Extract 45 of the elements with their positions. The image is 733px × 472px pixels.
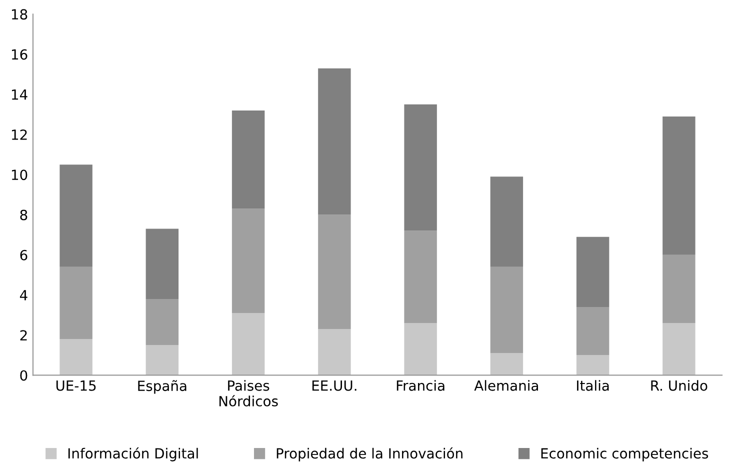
x-tick-label: EE.UU.: [312, 380, 356, 391]
bar: [662, 323, 696, 376]
bar: [60, 266, 92, 340]
bar: [662, 254, 696, 324]
bar: [232, 110, 265, 209]
x-tick-label: UE-15: [56, 380, 96, 391]
y-tick-label: 18: [12, 9, 28, 20]
bar: [232, 313, 265, 376]
y-tick-label: 0: [20, 370, 28, 381]
bar: [404, 104, 437, 231]
bar: [490, 266, 524, 354]
bar: [60, 164, 92, 267]
bar: [146, 345, 179, 376]
bar: [662, 116, 696, 255]
bar: [576, 236, 610, 308]
x-tick-label: Italia: [577, 380, 609, 391]
y-tick-label: 14: [12, 90, 28, 100]
legend-label: Propiedad de la Innovación: [276, 447, 462, 462]
bar: [404, 230, 437, 324]
bar: [146, 228, 179, 300]
bar: [576, 355, 610, 376]
bar: [318, 68, 351, 215]
y-tick-label: 2: [20, 330, 27, 340]
x-tick-label: España: [138, 380, 186, 394]
bar: [404, 323, 437, 376]
x-tick-label: Francia: [396, 380, 444, 391]
x-tick-label: R. Unido: [651, 380, 708, 391]
y-tick-label: 6: [20, 250, 28, 260]
bar: [318, 214, 351, 330]
y-tick-label: 10: [12, 170, 28, 180]
x-tick-label: Paises Nórdicos: [219, 380, 278, 406]
bar: [232, 208, 265, 314]
bar: [318, 329, 351, 376]
x-tick-label: Alemania: [474, 380, 538, 391]
y-tick-label: 8: [20, 210, 28, 220]
bar: [146, 299, 179, 346]
legend-label: Información Digital: [68, 447, 198, 462]
bar: [60, 339, 92, 376]
y-tick-label: 16: [12, 49, 28, 60]
bar: [490, 176, 524, 267]
y-tick-label: 4: [20, 290, 28, 300]
bar: [576, 307, 610, 356]
y-tick-label: 12: [12, 129, 27, 140]
bar: [490, 353, 524, 376]
legend-label: Economic competencies: [541, 448, 708, 462]
